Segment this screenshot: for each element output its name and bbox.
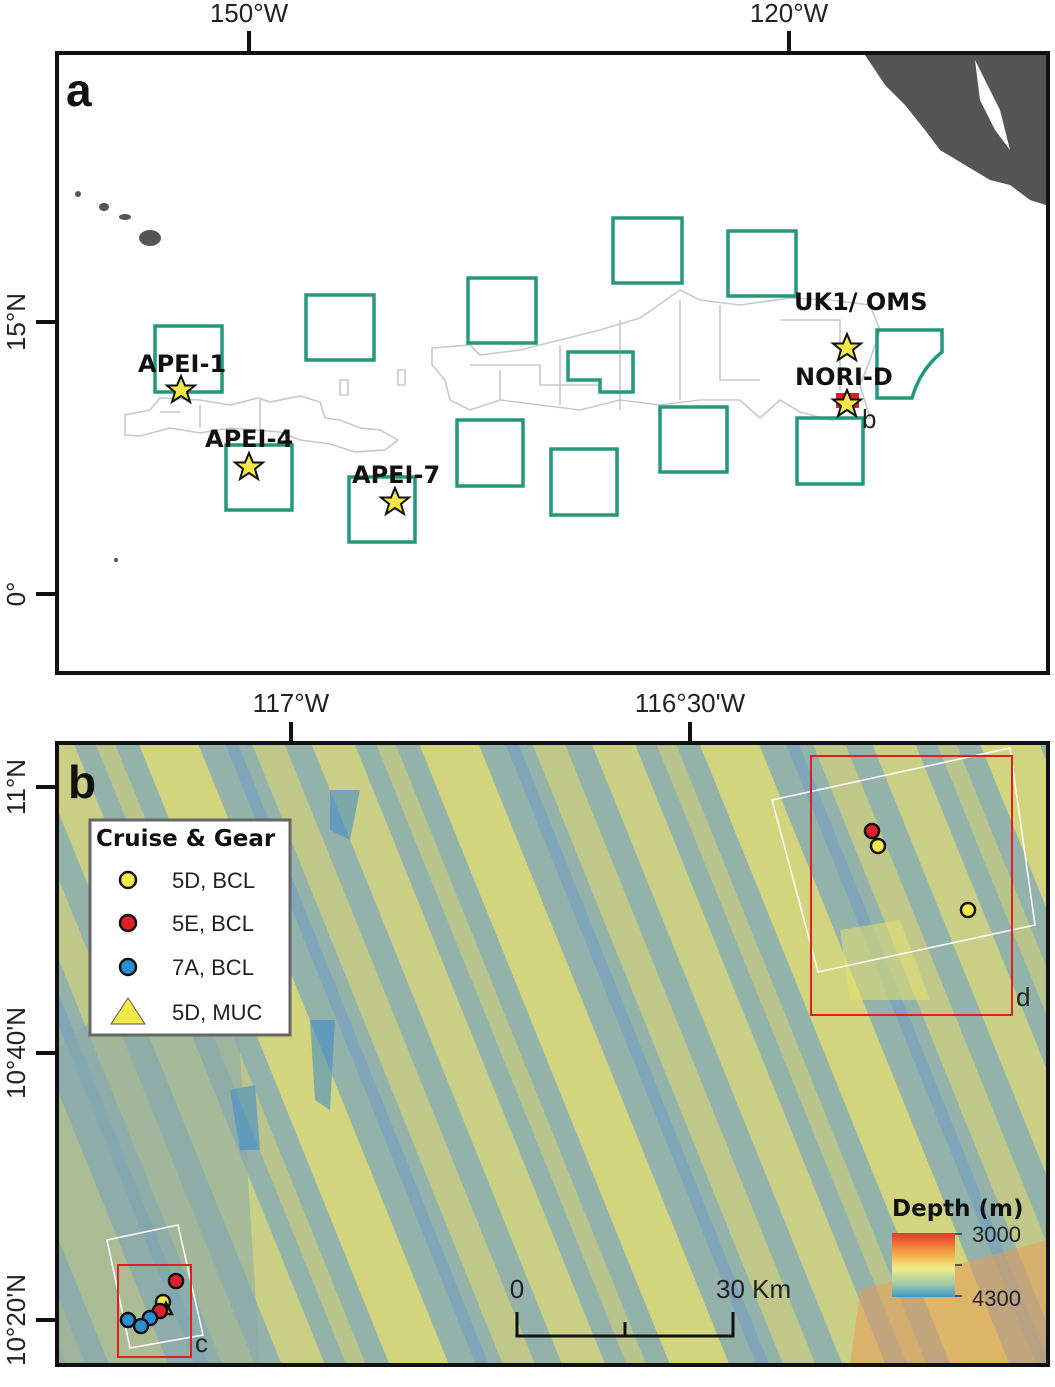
x-tick-label: 116°30'W	[635, 688, 746, 718]
station-7a-bcl	[132, 1317, 150, 1335]
station-5e-bcl	[863, 822, 881, 840]
apei-box	[726, 229, 798, 298]
legend-symbol	[118, 957, 138, 977]
station-5e-bcl	[167, 1272, 185, 1290]
y-tick-label: 10°20'N	[1, 1274, 31, 1366]
y-tick-label: 0°	[1, 582, 31, 607]
site-label-uk1-oms: UK1/ OMS	[794, 288, 927, 316]
inset-c-footprint	[106, 1224, 204, 1349]
legend-label: 5D, BCL	[172, 868, 255, 893]
apei-box	[875, 328, 944, 400]
inset-label-c: c	[195, 1328, 208, 1358]
legend-symbol	[118, 913, 138, 933]
legend-label: 5D, MUC	[172, 1000, 263, 1025]
gear-legend: Cruise & Gear 5D, BCL 5E, BCL 7A, BCL 5D…	[88, 818, 292, 1037]
y-tick-label: 15°N	[1, 293, 31, 351]
x-tick-label: 150°W	[210, 0, 289, 28]
apei-box	[566, 350, 635, 394]
depth-legend-title: Depth (m)	[892, 1196, 1024, 1222]
apei-box	[347, 475, 417, 544]
scale-end: 30 Km	[716, 1274, 791, 1304]
apei-box	[455, 418, 525, 488]
inset-label-b: b	[862, 404, 876, 434]
inset-d-footprint	[771, 747, 1036, 973]
y-tick-label: 10°40'N	[1, 1007, 31, 1099]
panel-b-ticks	[36, 722, 692, 1322]
x-tick-label: 120°W	[750, 0, 829, 28]
inset-d-box	[810, 755, 1013, 1016]
depth-legend: Depth (m) 3000 4300	[892, 1196, 1024, 1311]
apei-box	[611, 216, 684, 285]
stations	[119, 822, 977, 1335]
mining-claims	[124, 289, 881, 453]
legend-title: Cruise & Gear	[96, 826, 276, 852]
apei-box	[304, 293, 376, 362]
panel-a-map: APEI-1 APEI-4 APEI-7 UK1/ OMS NORI-D b a…	[1, 0, 1050, 675]
x-tick-label: 117°W	[253, 688, 330, 718]
panel-letter-a: a	[66, 64, 92, 116]
legend-symbol	[110, 997, 146, 1025]
inset-label-d: d	[1016, 982, 1030, 1012]
scale-start: 0	[510, 1274, 524, 1304]
apei-box	[795, 416, 865, 486]
depth-min: 3000	[972, 1222, 1021, 1247]
apei-box	[658, 405, 729, 474]
inset-c-box	[117, 1264, 192, 1358]
legend-label: 5E, BCL	[172, 911, 254, 936]
scale-bar: 0 30 Km	[510, 1274, 791, 1338]
panel-a-ticks	[36, 31, 791, 596]
legend-symbol	[118, 870, 138, 890]
apei-box	[466, 276, 538, 345]
station-5d-bcl	[869, 837, 887, 855]
depth-colorbar	[892, 1233, 955, 1297]
station-7a-bcl	[119, 1311, 137, 1329]
legend-label: 7A, BCL	[172, 955, 254, 980]
apei-box	[224, 443, 294, 512]
depth-max: 4300	[972, 1286, 1021, 1311]
panel-b-map: d c Cruise & Gear 5D, BCL 5E, BCL 7A, BC…	[1, 688, 1050, 1367]
panel-letter-b: b	[68, 756, 96, 808]
land	[75, 55, 1046, 562]
apei-box	[549, 447, 619, 517]
site-label-apei-7: APEI-7	[352, 461, 440, 489]
site-label-apei-1: APEI-1	[138, 350, 226, 378]
apei-boxes	[153, 216, 944, 544]
site-label-apei-4: APEI-4	[205, 425, 293, 453]
y-tick-label: 11°N	[1, 759, 31, 815]
site-label-nori-d: NORI-D	[795, 363, 893, 391]
station-5d-bcl	[959, 901, 977, 919]
